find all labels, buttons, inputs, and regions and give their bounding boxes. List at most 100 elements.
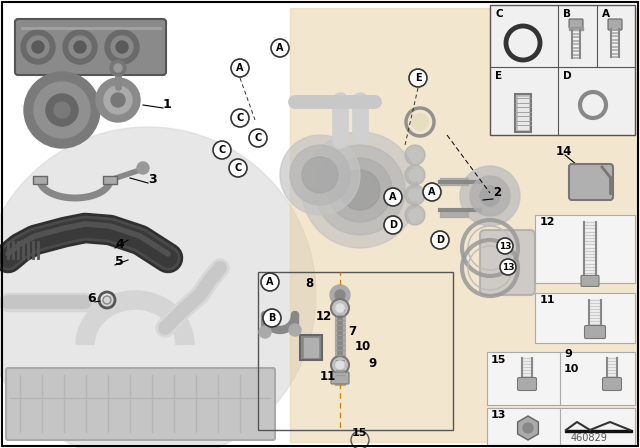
Circle shape [336,304,344,312]
Text: 9: 9 [564,349,572,359]
Text: 1: 1 [163,98,172,111]
Circle shape [331,299,349,317]
Text: 6: 6 [87,292,95,305]
FancyBboxPatch shape [581,276,599,286]
Text: C: C [236,113,244,123]
Text: 460829: 460829 [571,433,608,443]
Circle shape [111,36,133,58]
Text: 4: 4 [115,238,124,251]
Circle shape [409,189,421,201]
Circle shape [409,169,421,181]
Bar [304,338,318,357]
Bar [490,5,635,135]
Circle shape [431,231,449,249]
Bar [487,352,635,405]
Circle shape [384,188,402,206]
Bar [440,210,468,217]
Circle shape [27,36,49,58]
Text: 15: 15 [491,355,506,365]
Circle shape [511,31,535,55]
Circle shape [24,72,100,148]
Circle shape [271,39,289,57]
Text: A: A [428,187,436,197]
Circle shape [336,361,344,369]
Text: C: C [254,133,262,143]
Bar [569,27,583,30]
Text: A: A [266,277,274,287]
Circle shape [500,259,516,275]
Circle shape [470,176,510,216]
Text: 12: 12 [316,310,332,323]
Polygon shape [565,430,632,432]
Circle shape [409,149,421,161]
Circle shape [96,78,140,122]
Circle shape [69,36,91,58]
Circle shape [409,69,427,87]
Circle shape [0,127,316,448]
Text: 8: 8 [305,277,313,290]
Circle shape [280,135,360,215]
Circle shape [231,59,249,77]
FancyBboxPatch shape [608,19,622,30]
Text: D: D [563,71,572,81]
Circle shape [110,60,126,76]
Circle shape [405,185,425,205]
Text: 7: 7 [348,325,356,338]
Circle shape [259,326,271,338]
Circle shape [32,41,44,53]
Circle shape [263,309,281,327]
Circle shape [405,205,425,225]
Circle shape [54,102,70,118]
Bar [518,97,528,129]
Circle shape [231,109,249,127]
Circle shape [460,166,520,226]
FancyBboxPatch shape [15,19,166,75]
Text: 10: 10 [355,340,371,353]
Circle shape [523,423,533,433]
Circle shape [405,145,425,165]
Text: B: B [563,9,571,19]
Circle shape [111,93,125,107]
Circle shape [315,145,405,235]
Circle shape [331,356,349,374]
FancyBboxPatch shape [331,372,349,384]
Text: 13: 13 [499,241,511,250]
Text: 13: 13 [502,263,515,271]
Bar [33,176,47,184]
FancyBboxPatch shape [584,326,605,339]
Circle shape [249,129,267,147]
Text: 12: 12 [540,217,556,227]
Circle shape [480,186,500,206]
FancyBboxPatch shape [602,378,621,391]
FancyBboxPatch shape [6,368,275,440]
FancyBboxPatch shape [480,230,535,295]
Text: E: E [415,73,421,83]
Circle shape [289,324,301,336]
Text: 11: 11 [320,370,336,383]
Circle shape [46,94,78,126]
FancyBboxPatch shape [518,378,536,391]
Text: 13: 13 [491,410,506,420]
Circle shape [330,285,350,305]
Circle shape [114,64,122,72]
Circle shape [585,97,601,113]
Circle shape [423,183,441,201]
Circle shape [497,238,513,254]
Circle shape [261,273,279,291]
Circle shape [328,158,392,222]
Text: A: A [602,9,610,19]
Circle shape [229,159,247,177]
Text: C: C [218,145,226,155]
Polygon shape [290,8,638,442]
Bar [103,176,117,184]
Text: D: D [389,220,397,230]
Text: 2: 2 [493,186,501,199]
Circle shape [290,145,350,205]
Circle shape [335,290,345,300]
Text: A: A [236,63,244,73]
Text: 14: 14 [556,145,572,158]
Bar [440,178,468,185]
Circle shape [116,41,128,53]
Circle shape [74,41,86,53]
Circle shape [137,162,149,174]
